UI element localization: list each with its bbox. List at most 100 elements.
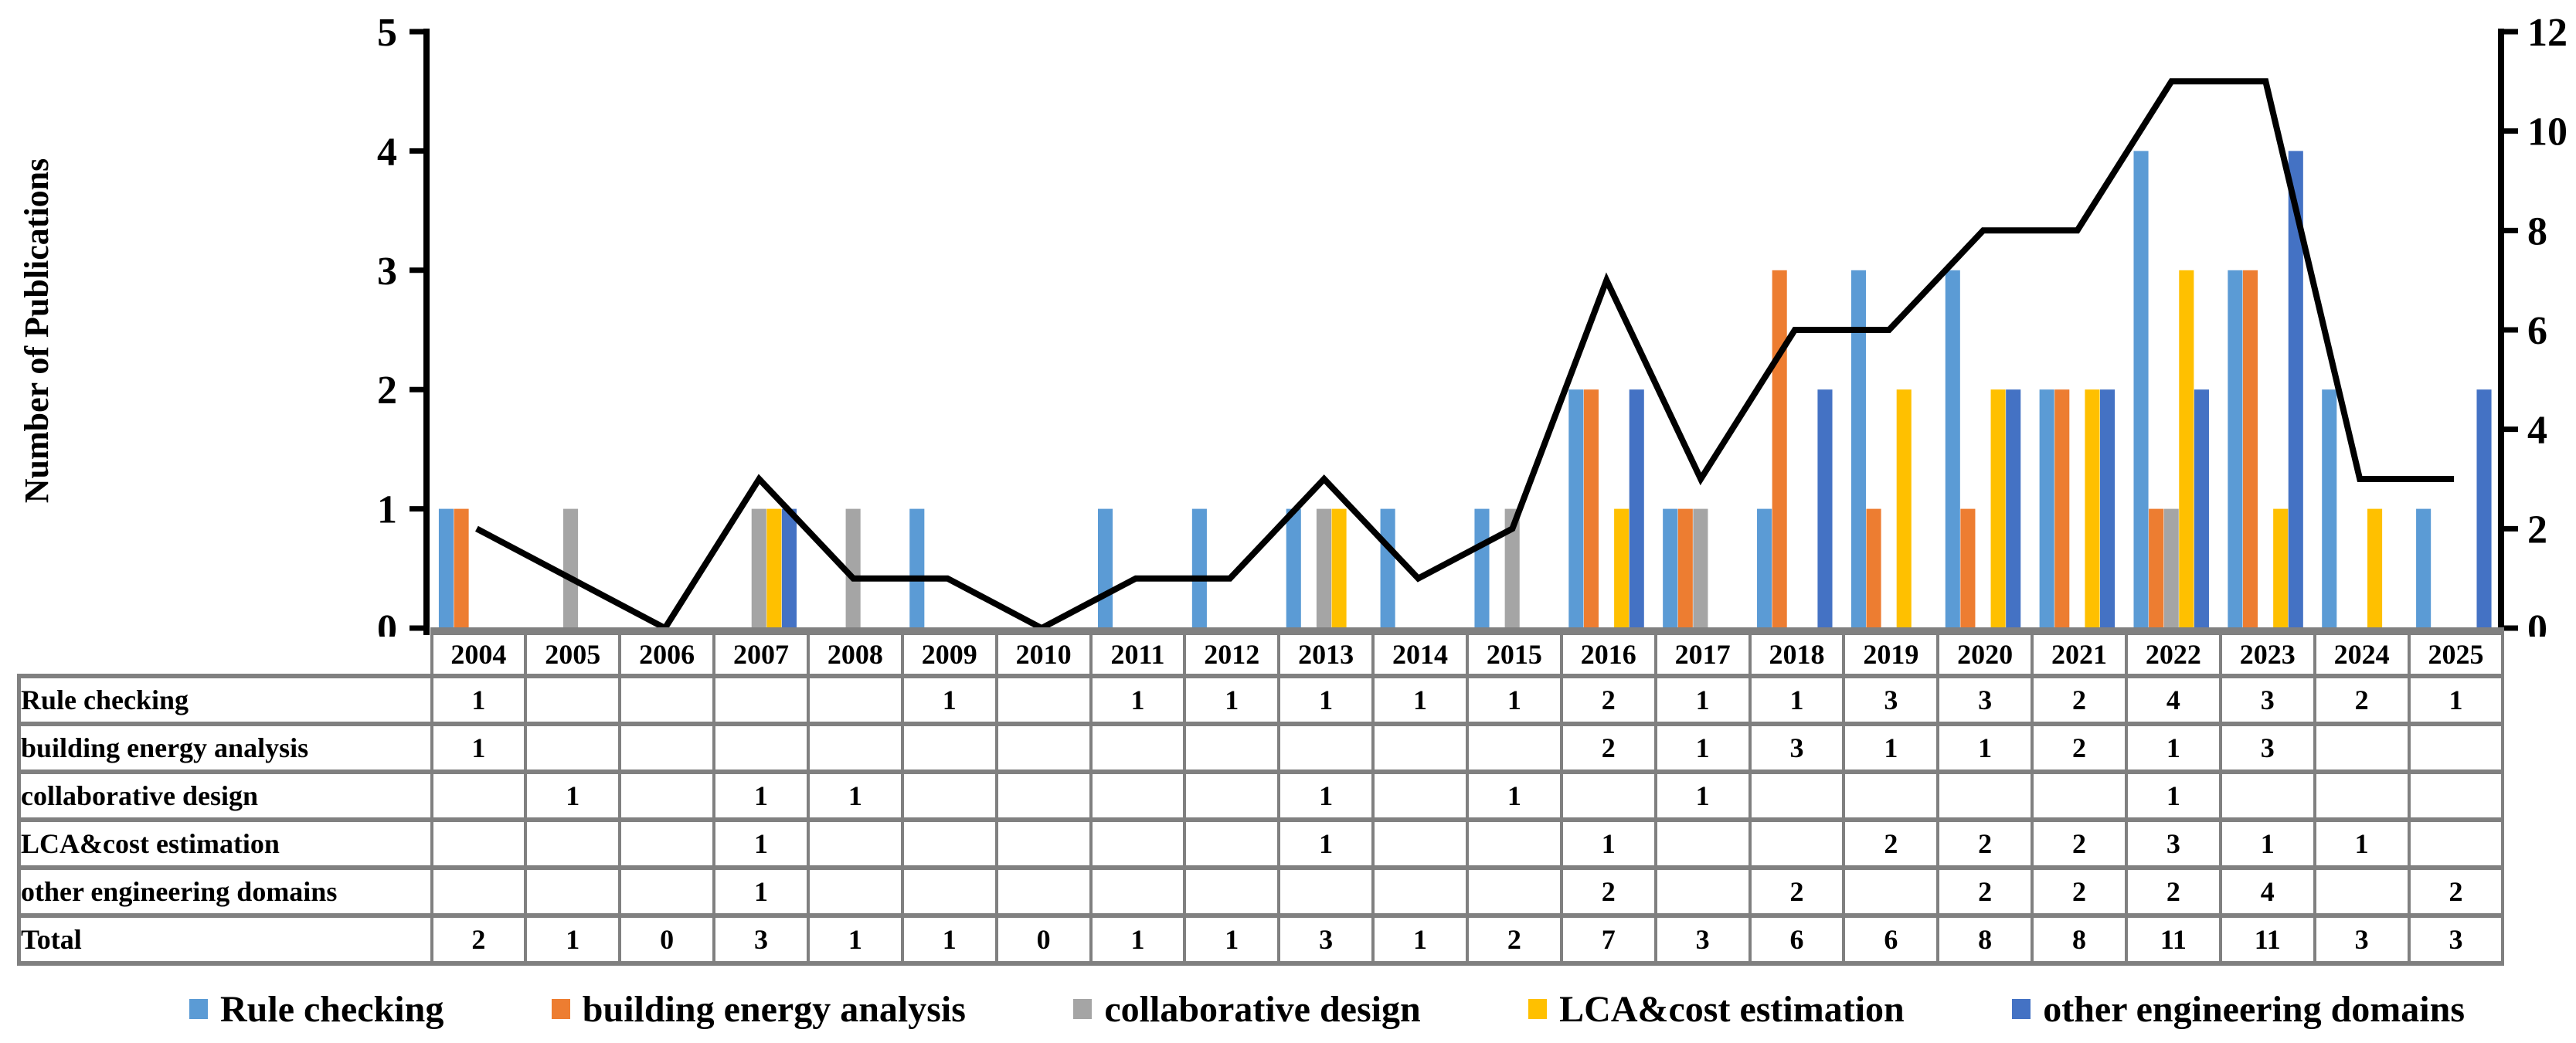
- value-cell: 0: [994, 913, 1093, 966]
- value-cell: 2: [2031, 722, 2128, 774]
- value-cell: 2: [1559, 865, 1657, 918]
- value-cell: 0: [618, 913, 716, 966]
- value-cell: 7: [1559, 913, 1657, 966]
- value-cell: 1: [1465, 770, 1563, 822]
- value-cell: [994, 722, 1093, 774]
- table-body: 2004 2005 2006 2007 2008 2009 2010 2011 2012 2013…: [17, 627, 2505, 966]
- bar-rule-checking: [1757, 508, 1772, 628]
- value-cell: [994, 674, 1093, 726]
- value-cell: 1: [1465, 674, 1563, 726]
- row-label: LCA&cost estimation: [17, 817, 433, 870]
- value-cell: [618, 817, 716, 870]
- year-header-cell: 2009: [900, 627, 998, 678]
- year-header-cell: 2008: [806, 627, 904, 678]
- value-cell: 1: [1842, 722, 1940, 774]
- value-cell: [2031, 770, 2128, 822]
- value-cell: 6: [1748, 913, 1846, 966]
- legend-swatch-icon: [2012, 999, 2031, 1019]
- bar-building-energy-analysis: [1583, 389, 1599, 628]
- bar-other-engineering-domains: [1629, 389, 1644, 628]
- value-cell: 2: [1748, 865, 1846, 918]
- value-cell: 1: [712, 817, 810, 870]
- value-cell: [994, 770, 1093, 822]
- bar-other-engineering-domains: [1817, 389, 1833, 628]
- value-cell: 3: [2124, 817, 2222, 870]
- value-cell: 3: [1748, 722, 1846, 774]
- value-cell: 1: [430, 674, 528, 726]
- legend-label: Rule checking: [220, 988, 444, 1030]
- legend-swatch-icon: [551, 999, 570, 1019]
- legend-item: building energy analysis: [551, 988, 966, 1031]
- value-cell: [900, 817, 998, 870]
- value-cell: [524, 722, 622, 774]
- value-cell: [1277, 865, 1375, 918]
- chart-region: Number of Publications 0 1 2 3 4 5 0 2 4 6 8 10 12: [18, 11, 2568, 637]
- table-row: collaborative design 1 1 1 1 1 1 1: [17, 770, 2505, 822]
- value-cell: 6: [1842, 913, 1940, 966]
- value-cell: 1: [1183, 674, 1281, 726]
- bar-building-energy-analysis: [454, 508, 469, 628]
- value-cell: 2: [2031, 865, 2128, 918]
- legend-item: other engineering domains: [2012, 988, 2465, 1031]
- value-cell: 11: [2124, 913, 2222, 966]
- bar-collaborative-design: [845, 508, 861, 628]
- value-cell: [1842, 770, 1940, 822]
- value-cell: [900, 865, 998, 918]
- legend-swatch-icon: [1073, 999, 1093, 1019]
- bar-building-energy-analysis: [1866, 508, 1881, 628]
- value-cell: 1: [2124, 770, 2222, 822]
- value-cell: 1: [2313, 817, 2411, 870]
- value-cell: [806, 865, 904, 918]
- value-cell: [1183, 770, 1281, 822]
- value-cell: 1: [806, 770, 904, 822]
- bar-lca-cost-estimation: [2367, 508, 2383, 628]
- value-cell: [1559, 770, 1657, 822]
- table-row: building energy analysis 1 2 1 3 1 1 2 1 3: [17, 722, 2505, 774]
- value-cell: [1089, 865, 1187, 918]
- value-cell: 1: [524, 770, 622, 822]
- bar-rule-checking: [2039, 389, 2054, 628]
- year-header-cell: 2025: [2407, 627, 2505, 678]
- bar-collaborative-design: [751, 508, 766, 628]
- left-axis-tick-label: 3: [377, 250, 397, 294]
- value-cell: [1465, 722, 1563, 774]
- value-cell: [1183, 865, 1281, 918]
- value-cell: 1: [2124, 722, 2222, 774]
- legend-item: collaborative design: [1073, 988, 1421, 1031]
- value-cell: [1371, 865, 1469, 918]
- bar-collaborative-design: [1504, 508, 1520, 628]
- value-cell: [994, 817, 1093, 870]
- bar-other-engineering-domains: [2100, 389, 2116, 628]
- year-header-cell: 2011: [1089, 627, 1187, 678]
- value-cell: [524, 674, 622, 726]
- value-cell: 2: [1465, 913, 1563, 966]
- year-header-cell: 2006: [618, 627, 716, 678]
- bar-lca-cost-estimation: [1614, 508, 1630, 628]
- value-cell: [1183, 817, 1281, 870]
- value-cell: [1748, 817, 1846, 870]
- value-cell: [1465, 817, 1563, 870]
- value-cell: 3: [2218, 674, 2316, 726]
- value-cell: [1089, 722, 1187, 774]
- value-cell: [2313, 865, 2411, 918]
- table-row: Total 2 1 0 3 1 1 0 1 1 3 1 2 7 3 6 6 8 8 11 11 3 3: [17, 913, 2505, 966]
- value-cell: 1: [1559, 817, 1657, 870]
- value-cell: 1: [1277, 674, 1375, 726]
- bar-collaborative-design: [1316, 508, 1332, 628]
- value-cell: [1183, 722, 1281, 774]
- bar-other-engineering-domains: [781, 508, 797, 628]
- bar-lca-cost-estimation: [2179, 270, 2194, 628]
- value-cell: [712, 674, 810, 726]
- left-axis-tick-label: 2: [377, 369, 397, 413]
- value-cell: 1: [1277, 770, 1375, 822]
- value-cell: 1: [524, 913, 622, 966]
- value-cell: [712, 722, 810, 774]
- value-cell: [1371, 817, 1469, 870]
- bar-collaborative-design: [562, 508, 579, 628]
- right-axis-tick-label: 4: [2527, 409, 2547, 453]
- year-header-cell: 2019: [1842, 627, 1940, 678]
- bar-rule-checking: [1097, 508, 1113, 628]
- value-cell: 3: [2407, 913, 2505, 966]
